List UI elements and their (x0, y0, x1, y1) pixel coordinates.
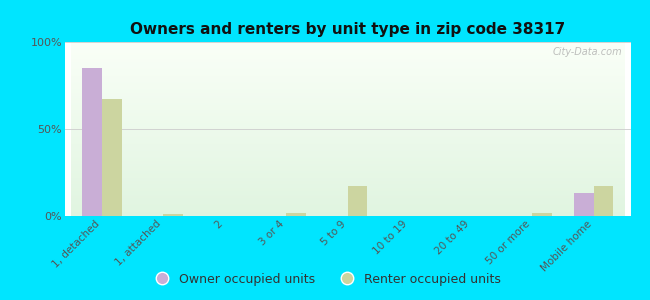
Title: Owners and renters by unit type in zip code 38317: Owners and renters by unit type in zip c… (130, 22, 566, 37)
Bar (286, 212, 306, 216)
Bar (163, 214, 183, 216)
Bar (102, 99, 122, 216)
Legend: Owner occupied units, Renter occupied units: Owner occupied units, Renter occupied un… (144, 268, 506, 291)
Text: City-Data.com: City-Data.com (552, 47, 622, 57)
Bar (348, 186, 367, 216)
Bar (593, 186, 614, 216)
Bar (574, 194, 593, 216)
Bar (82, 68, 102, 216)
Bar (532, 212, 552, 216)
